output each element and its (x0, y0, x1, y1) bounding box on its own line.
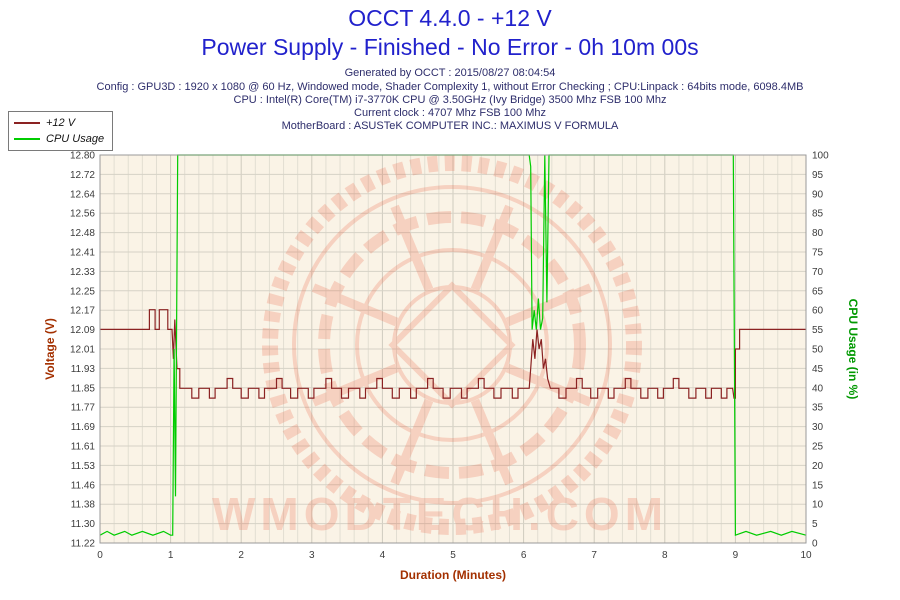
legend-swatch-cpu-usage (14, 138, 40, 140)
watermark-text: WMODTECH.COM (212, 488, 668, 540)
y-right-axis-title: CPU Usage (in %) (846, 299, 860, 400)
chart-legend: +12 V CPU Usage (8, 111, 114, 151)
config-line: Config : GPU3D : 1920 x 1080 @ 60 Hz, Wi… (96, 81, 804, 93)
legend-item-12v: +12 V (14, 115, 104, 131)
y-left-tick-label: 11.61 (71, 442, 96, 453)
y-right-tick-label: 35 (812, 403, 824, 414)
y-left-tick-label: 11.30 (71, 519, 96, 530)
y-left-tick-label: 12.64 (70, 189, 95, 200)
y-left-tick-label: 11.93 (71, 364, 96, 375)
legend-swatch-12v (14, 122, 40, 124)
cpu-line: CPU : Intel(R) Core(TM) i7-3770K CPU @ 3… (233, 94, 667, 106)
y-right-tick-label: 90 (812, 189, 824, 200)
y-left-axis-title: Voltage (V) (43, 318, 57, 380)
y-left-tick-label: 11.77 (71, 403, 96, 414)
generated-line: Generated by OCCT : 2015/08/27 08:04:54 (344, 67, 556, 79)
x-tick-label: 9 (733, 550, 739, 561)
series-12-v (100, 309, 806, 399)
y-right-tick-label: 50 (812, 345, 824, 356)
y-left-tick-label: 12.72 (70, 170, 95, 181)
y-right-tick-label: 25 (812, 442, 824, 453)
legend-item-cpu-usage: CPU Usage (14, 131, 104, 147)
y-left-tick-label: 12.80 (70, 151, 95, 162)
y-right-tick-label: 0 (812, 539, 818, 550)
y-left-tick-label: 11.53 (71, 461, 96, 472)
y-left-tick-label: 12.56 (70, 209, 95, 220)
y-right-tick-label: 60 (812, 306, 824, 317)
x-tick-label: 4 (380, 550, 386, 561)
y-right-tick-label: 10 (812, 500, 824, 511)
y-left-tick-label: 12.33 (70, 267, 95, 278)
series-cpu-usage (99, 154, 807, 537)
y-left-tick-label: 11.85 (71, 383, 96, 394)
y-right-tick-label: 100 (812, 151, 829, 162)
y-right-tick-label: 15 (812, 480, 824, 491)
y-left-tick-label: 11.69 (71, 422, 96, 433)
y-right-tick-label: 70 (812, 267, 824, 278)
x-tick-label: 5 (450, 550, 456, 561)
y-left-tick-label: 12.17 (70, 306, 95, 317)
x-tick-label: 6 (521, 550, 527, 561)
y-right-tick-label: 80 (812, 228, 824, 239)
page-title: OCCT 4.4.0 - +12 V (348, 5, 552, 31)
x-tick-label: 10 (800, 550, 812, 561)
x-tick-label: 0 (97, 550, 103, 561)
x-axis-title: Duration (Minutes) (400, 568, 506, 582)
y-right-tick-label: 45 (812, 364, 824, 375)
x-tick-label: 1 (168, 550, 174, 561)
page-subtitle: Power Supply - Finished - No Error - 0h … (201, 34, 699, 60)
y-right-tick-label: 95 (812, 170, 824, 181)
legend-label-cpu-usage: CPU Usage (46, 133, 105, 145)
y-right-tick-label: 55 (812, 325, 824, 336)
x-tick-label: 3 (309, 550, 315, 561)
x-tick-label: 7 (591, 550, 597, 561)
x-tick-label: 8 (662, 550, 668, 561)
y-right-tick-label: 5 (812, 519, 818, 530)
y-right-tick-label: 40 (812, 383, 824, 394)
y-left-tick-label: 12.41 (70, 248, 95, 259)
clock-line: Current clock : 4707 Mhz FSB 100 Mhz (354, 107, 546, 119)
y-right-tick-label: 20 (812, 461, 824, 472)
watermark-emblem: WMODTECH.COM (212, 155, 668, 540)
x-tick-label: 2 (238, 550, 244, 561)
y-right-tick-label: 85 (812, 209, 824, 220)
y-left-tick-label: 12.48 (70, 228, 95, 239)
y-left-tick-label: 12.09 (70, 325, 95, 336)
y-left-tick-label: 11.22 (71, 539, 96, 550)
y-right-tick-label: 30 (812, 422, 824, 433)
y-left-tick-label: 11.38 (71, 500, 96, 511)
y-left-tick-label: 11.46 (71, 480, 96, 491)
motherboard-line: MotherBoard : ASUSTeK COMPUTER INC.: MAX… (281, 120, 619, 132)
y-right-tick-label: 75 (812, 248, 824, 259)
y-left-tick-label: 12.25 (70, 286, 95, 297)
y-right-tick-label: 65 (812, 286, 824, 297)
legend-label-12v: +12 V (46, 117, 76, 129)
plot-border (99, 154, 807, 544)
y-left-tick-label: 12.01 (70, 345, 95, 356)
